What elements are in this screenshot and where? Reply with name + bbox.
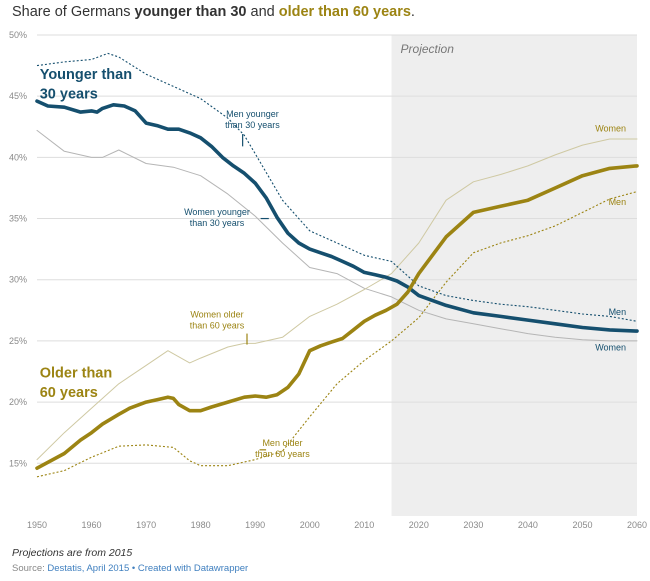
series-annotation: Older than <box>40 366 113 382</box>
label-leaders <box>242 134 269 451</box>
title-prefix: Share of Germans <box>12 4 135 20</box>
x-tick-label: 2040 <box>518 520 538 530</box>
projection-note: Projections are from 2015 <box>12 547 133 559</box>
x-tick-label: 1980 <box>191 520 211 530</box>
title-middle: and <box>246 4 279 20</box>
y-tick-label: 50% <box>9 30 27 40</box>
y-tick-labels: 15% 20% 25% 30% 35% 40% 45% 50% <box>9 30 27 468</box>
series-annotation: Younger than <box>40 67 132 83</box>
series-annotation: Women <box>595 124 626 134</box>
x-tick-label: 2010 <box>354 520 374 530</box>
x-tick-label: 2030 <box>463 520 483 530</box>
title-old: older than 60 years <box>278 4 411 20</box>
y-tick-label: 15% <box>9 458 27 468</box>
y-tick-label: 20% <box>9 397 27 407</box>
y-tick-label: 25% <box>9 336 27 346</box>
source-separator: • <box>129 563 138 574</box>
series-line-old-dotted <box>36 191 638 478</box>
credit-link[interactable]: Created with Datawrapper <box>137 563 249 574</box>
series-annotation: 30 years <box>40 87 98 103</box>
x-tick-label: 2050 <box>572 520 592 530</box>
series-line-young-thick <box>35 99 639 333</box>
series-annotation: Men <box>609 197 627 207</box>
series-annotation: than 60 years <box>190 321 245 331</box>
title-young: younger than 30 <box>134 4 247 20</box>
series-annotation: Men younger <box>226 109 279 119</box>
y-tick-label: 30% <box>9 275 27 285</box>
y-tick-label: 35% <box>9 214 27 224</box>
x-tick-label: 2060 <box>627 520 647 530</box>
series-annotation: than 30 years <box>190 218 245 228</box>
title-suffix: . <box>410 4 415 20</box>
x-tick-label: 1960 <box>82 520 102 530</box>
x-tick-label: 1950 <box>27 520 47 530</box>
series-annotation: Men older <box>262 438 302 448</box>
source-label: Source: <box>12 563 48 574</box>
y-tick-label: 45% <box>9 91 27 101</box>
series-annotation: Women <box>595 343 626 353</box>
series-line-old-thick <box>35 164 639 471</box>
series-annotation: than 30 years <box>225 120 280 130</box>
line-chart: 15% 20% 25% 30% 35% 40% 45% 50% 1950 1960 1970 198… <box>9 30 647 530</box>
source-link[interactable]: Destatis, April 2015 <box>47 563 130 574</box>
series-annotation: than 60 years <box>255 449 310 459</box>
series-annotation: Women older <box>190 310 243 320</box>
series-line-old-thin <box>36 138 638 461</box>
source-line: Source: Destatis, April 2015 • Created w… <box>12 563 248 574</box>
x-tick-label: 2020 <box>409 520 429 530</box>
chart-title: Share of Germans younger than 30 and old… <box>12 4 415 20</box>
series-layer <box>35 52 639 478</box>
series-annotation: Men <box>609 307 627 317</box>
y-tick-label: 40% <box>9 152 27 162</box>
projection-band <box>391 35 637 516</box>
series-line-young-thin <box>36 129 638 342</box>
series-annotation: 60 years <box>40 385 98 401</box>
x-tick-label: 2000 <box>300 520 320 530</box>
x-tick-label: 1990 <box>245 520 265 530</box>
projection-label: Projection <box>401 42 455 56</box>
x-tick-labels: 1950 1960 1970 1980 1990 2000 2010 2020 2030 2040… <box>27 520 647 530</box>
series-annotation: Women younger <box>184 207 250 217</box>
x-tick-label: 1970 <box>136 520 156 530</box>
series-line-young-dotted <box>36 52 638 322</box>
